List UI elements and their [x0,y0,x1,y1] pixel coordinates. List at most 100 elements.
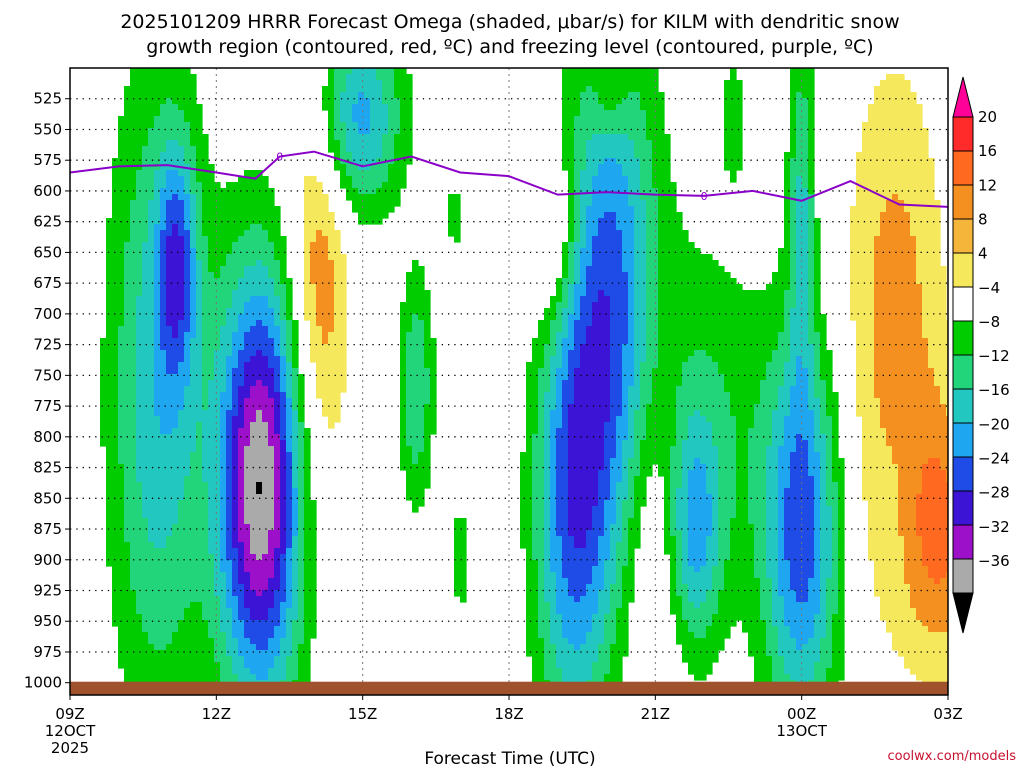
omega-cell [568,374,575,381]
omega-cell [118,638,125,645]
omega-cell [172,380,179,387]
omega-cell [178,290,185,297]
omega-cell [328,110,335,117]
omega-cell [232,518,239,525]
omega-cell [424,392,431,399]
omega-cell [316,242,323,249]
omega-cell [268,266,275,273]
omega-cell [148,476,155,483]
omega-cell [142,266,149,273]
omega-cell [310,242,317,249]
omega-cell [280,656,287,663]
omega-cell [232,590,239,597]
omega-cell [136,170,143,177]
omega-cell [562,452,569,459]
omega-cell [406,374,413,381]
omega-cell [238,488,245,495]
omega-cell [274,326,281,333]
omega-cell [586,230,593,237]
omega-cell [544,560,551,567]
omega-cell [148,554,155,561]
omega-cell [274,290,281,297]
omega-cell [592,266,599,273]
omega-cell [196,536,203,543]
omega-cell [562,434,569,441]
omega-cell [220,212,227,219]
omega-cell [118,134,125,141]
omega-cell [586,656,593,663]
omega-cell [250,236,257,243]
omega-cell [154,266,161,273]
omega-cell [322,104,329,111]
omega-cell [178,434,185,441]
omega-cell [274,662,281,669]
omega-cell [130,338,137,345]
omega-cell [166,536,173,543]
omega-cell [112,548,119,555]
omega-cell [604,356,611,363]
omega-cell [256,338,263,345]
omega-cell [400,428,407,435]
omega-cell [178,224,185,231]
omega-cell [574,272,581,279]
omega-cell [256,638,263,645]
omega-cell [232,674,239,681]
omega-cell [400,326,407,333]
omega-cell [136,266,143,273]
omega-cell [148,380,155,387]
omega-cell [208,572,215,579]
omega-cell [526,506,533,513]
omega-cell [208,548,215,555]
omega-cell [310,326,317,333]
omega-cell [286,506,293,513]
omega-cell [538,422,545,429]
omega-cell [328,302,335,309]
omega-cell [592,146,599,153]
omega-cell [298,602,305,609]
omega-cell [190,338,197,345]
omega-cell [148,224,155,231]
omega-cell [142,500,149,507]
omega-cell [220,374,227,381]
omega-cell [226,374,233,381]
omega-cell [142,134,149,141]
omega-cell [178,554,185,561]
omega-cell [160,518,167,525]
omega-cell [238,272,245,279]
omega-cell [364,104,371,111]
omega-cell [598,440,605,447]
omega-cell [538,356,545,363]
omega-cell [280,542,287,549]
omega-cell [310,356,317,363]
omega-cell [208,470,215,477]
omega-cell [214,572,221,579]
omega-cell [106,476,113,483]
omega-cell [148,170,155,177]
omega-cell [586,200,593,207]
omega-cell [262,590,269,597]
omega-cell [430,368,437,375]
omega-cell [142,362,149,369]
omega-cell [286,596,293,603]
omega-cell [148,482,155,489]
omega-cell [388,152,395,159]
omega-cell [556,392,563,399]
omega-cell [124,356,131,363]
omega-cell [256,278,263,285]
omega-cell [130,602,137,609]
omega-cell [334,392,341,399]
omega-cell [556,440,563,447]
omega-cell [322,242,329,249]
omega-cell [550,614,557,621]
omega-cell [118,656,125,663]
omega-cell [568,158,575,165]
omega-cell [538,500,545,507]
omega-cell [238,554,245,561]
omega-cell [244,416,251,423]
omega-cell [154,212,161,219]
omega-cell [550,542,557,549]
omega-cell [280,290,287,297]
omega-cell [232,572,239,579]
omega-cell [166,638,173,645]
omega-cell [106,404,113,411]
